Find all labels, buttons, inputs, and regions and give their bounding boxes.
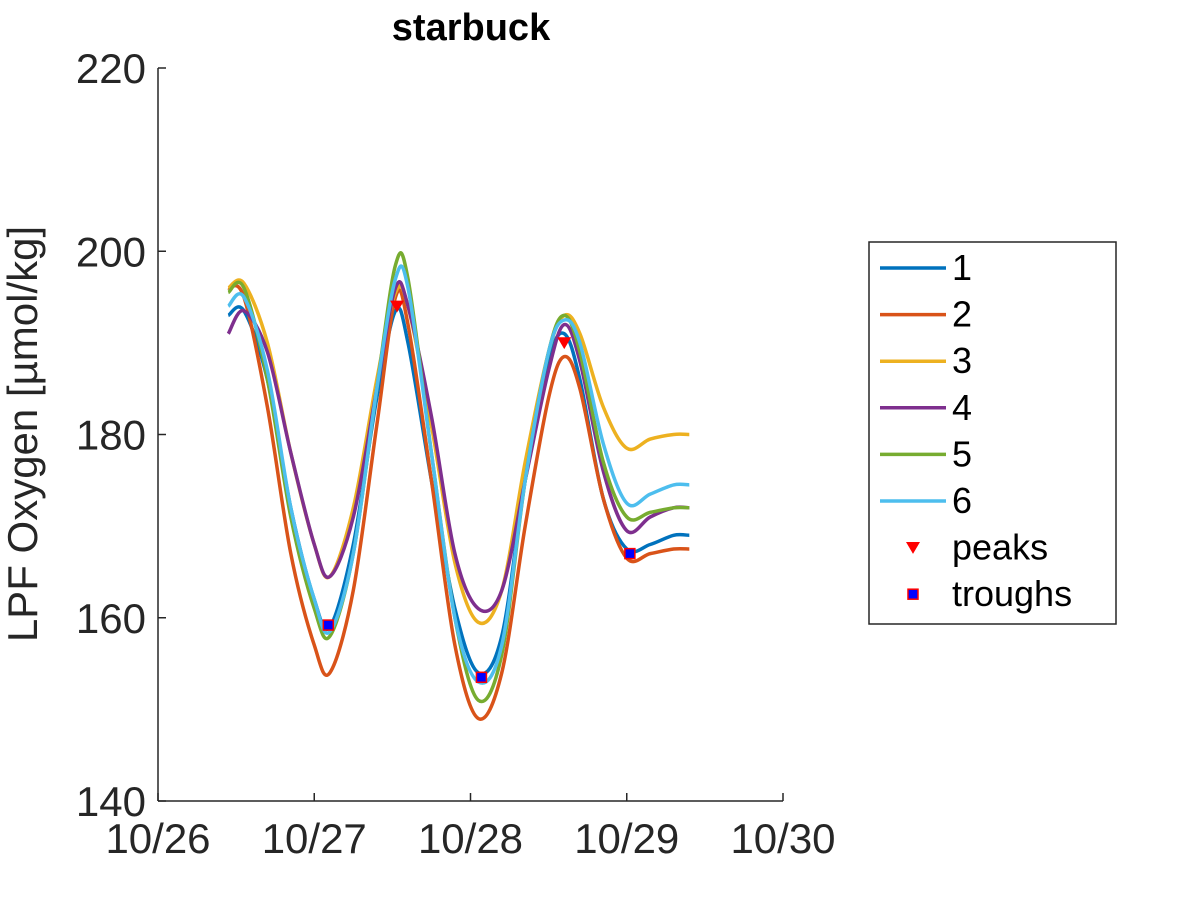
series-line-6 (227, 264, 690, 685)
x-tick-label: 10/26 (105, 815, 210, 862)
series-lines (226, 251, 690, 721)
markers (322, 300, 636, 684)
legend-swatch-peaks (906, 542, 920, 554)
legend-label-2: 2 (952, 294, 972, 335)
y-tick-label: 160 (76, 595, 146, 642)
peak-marker (557, 337, 572, 350)
legend-label-4: 4 (952, 387, 972, 428)
legend-label-6: 6 (952, 480, 972, 521)
y-axis-label: LPF Oxygen [µmol/kg] (0, 226, 46, 642)
x-tick-label: 10/28 (418, 815, 523, 862)
legend: 1 2 3 4 5 6 peaks troughs (868, 241, 1117, 625)
legend-label-1: 1 (952, 247, 972, 288)
trough-marker (322, 619, 335, 631)
chart-title: starbuck (392, 7, 551, 49)
peak-marker (390, 300, 405, 313)
legend-label-5: 5 (952, 433, 972, 474)
legend-box (868, 241, 1117, 625)
legend-label-3: 3 (952, 340, 972, 381)
trough-marker (475, 671, 488, 684)
trough-marker (624, 547, 636, 560)
y-tick-label: 180 (76, 412, 146, 459)
y-tick-label: 220 (76, 45, 146, 92)
y-tick-label: 140 (76, 778, 146, 825)
y-tick-label: 200 (76, 228, 146, 275)
x-tick-label: 10/29 (574, 815, 679, 862)
series-line-4 (226, 280, 690, 614)
axes: 10/26 10/27 10/28 10/29 10/30 140 160 180 200 220 (76, 45, 836, 862)
legend-label-peaks: peaks (952, 527, 1048, 568)
x-tick-label: 10/30 (730, 815, 835, 862)
series-line-2 (227, 283, 690, 721)
legend-swatch-troughs (907, 588, 919, 600)
x-tick-label: 10/27 (262, 815, 367, 862)
legend-label-troughs: troughs (952, 573, 1072, 614)
